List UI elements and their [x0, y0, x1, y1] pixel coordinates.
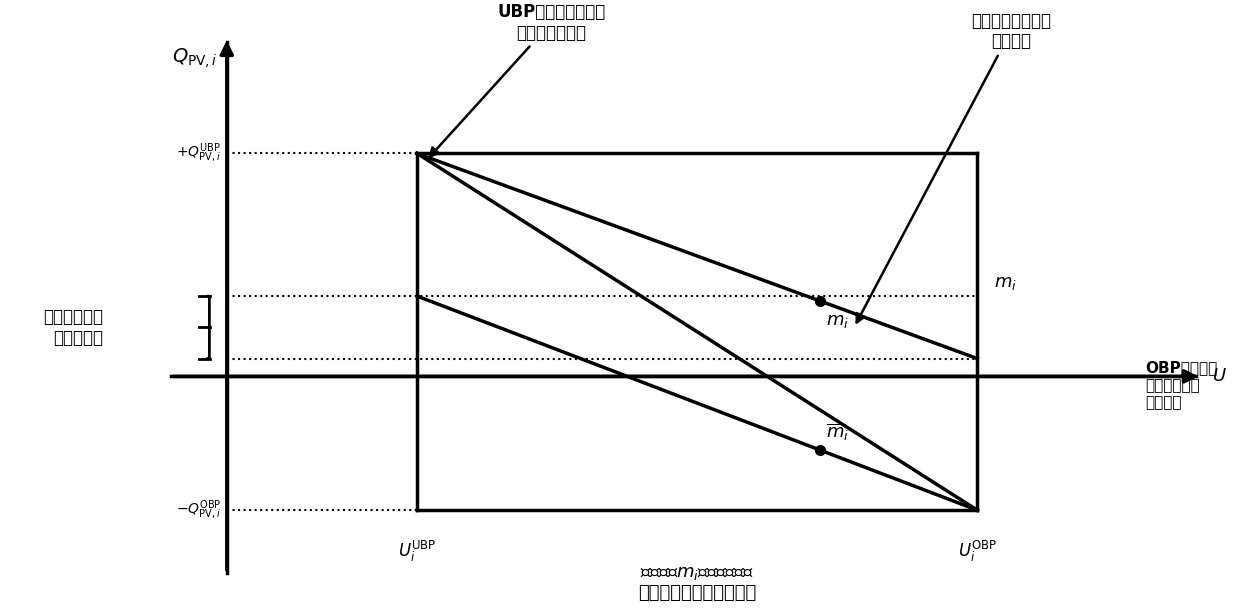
Text: 无功动态响应
误差或波动: 无功动态响应 误差或波动 [43, 308, 104, 347]
Text: $-Q_{\mathrm{PV},i}^{\mathrm{OBP}}$: $-Q_{\mathrm{PV},i}^{\mathrm{OBP}}$ [176, 499, 221, 522]
Text: $m_i$: $m_i$ [826, 312, 849, 330]
Text: $U_i^{\mathrm{OBP}}$: $U_i^{\mathrm{OBP}}$ [957, 539, 997, 564]
Text: $m_i$: $m_i$ [994, 274, 1017, 292]
Text: UBP确保欠电压场景
无功输出充裕性: UBP确保欠电压场景 无功输出充裕性 [430, 3, 606, 156]
Text: $U$: $U$ [1213, 367, 1228, 386]
Text: $U_i^{\mathrm{UBP}}$: $U_i^{\mathrm{UBP}}$ [398, 539, 436, 564]
Text: $\overline{m}_i$: $\overline{m}_i$ [826, 422, 849, 443]
Text: OBP确保过电
压场景无功输
出充裕性: OBP确保过电 压场景无功输 出充裕性 [1146, 360, 1218, 410]
Text: 曲线斜率$m_i$动态变化，由
集中阶段的优化结果决定: 曲线斜率$m_i$动态变化，由 集中阶段的优化结果决定 [639, 563, 756, 602]
Text: 无误差时的逆变器
无功输出: 无误差时的逆变器 无功输出 [857, 12, 1050, 323]
Text: $+Q_{\mathrm{PV},i}^{\mathrm{UBP}}$: $+Q_{\mathrm{PV},i}^{\mathrm{UBP}}$ [176, 142, 221, 165]
Text: $Q_{\mathrm{PV},i}$: $Q_{\mathrm{PV},i}$ [172, 46, 218, 70]
